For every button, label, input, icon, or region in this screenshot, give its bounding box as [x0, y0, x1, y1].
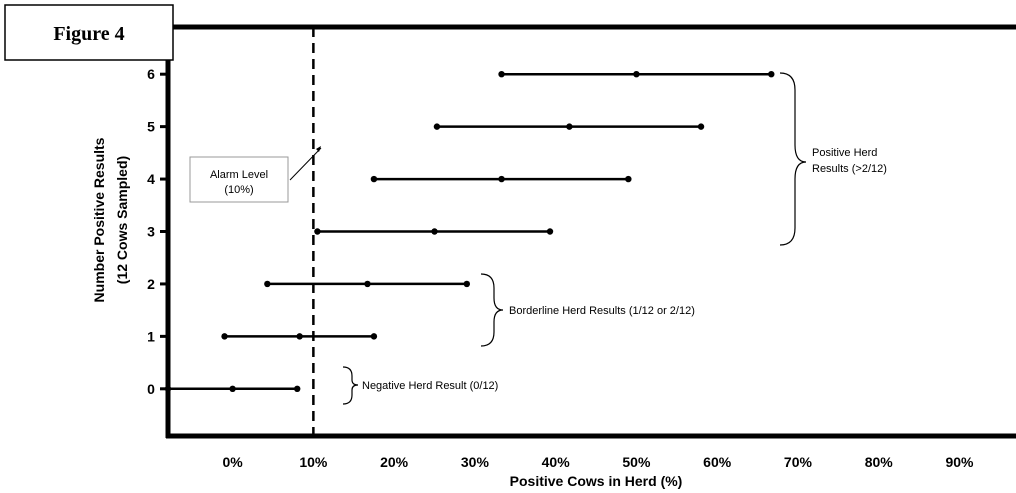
x-tick-label: 10% [299, 454, 328, 470]
x-axis-title: Positive Cows in Herd (%) [510, 473, 683, 489]
interval-estimate-point [498, 175, 505, 183]
interval-series [164, 70, 775, 393]
y-tick-label: 1 [147, 328, 155, 344]
borderline-brace [480, 273, 504, 347]
alarm-label-box [189, 156, 289, 203]
alarm-arrowhead [316, 146, 321, 152]
y-ticks: 0 1 2 3 4 5 6 [147, 66, 168, 397]
positive-brace-label-line1: Positive Herd [812, 147, 877, 159]
interval-high-point [625, 175, 632, 183]
y-axis-title-line2: (12 Cows Sampled) [114, 156, 130, 284]
alarm-label-line2: (10%) [224, 184, 253, 196]
interval-estimate-point [566, 123, 573, 130]
y-tick-label: 6 [147, 66, 155, 82]
positive-brace [779, 72, 807, 246]
y-tick-label: 3 [147, 224, 155, 240]
x-tick-label: 30% [461, 454, 490, 470]
x-tick-label: 50% [622, 454, 651, 470]
interval-high-point [546, 228, 554, 235]
borderline-brace-label: Borderline Herd Results (1/12 or 2/12) [509, 305, 695, 317]
interval-estimate-point [296, 333, 303, 340]
y-tick-label: 2 [147, 276, 155, 292]
y-axis-title-line1: Number Positive Results [91, 137, 107, 302]
interval-high-point [370, 333, 378, 340]
x-tick-label: 80% [865, 454, 894, 470]
positive-brace-label-line2: Results (>2/12) [812, 163, 887, 175]
interval-low-point [498, 70, 505, 78]
interval-high-point [697, 123, 705, 130]
interval-low-point [314, 228, 321, 235]
x-tick-label: 40% [542, 454, 571, 470]
interval-estimate-point [633, 70, 640, 78]
interval-high-point [768, 70, 775, 78]
interval-low-point [433, 123, 441, 130]
figure-label: Figure 4 [53, 23, 124, 45]
interval-estimate-point [364, 280, 371, 288]
x-tick-label: 0% [222, 454, 243, 470]
x-tick-label: 90% [945, 454, 974, 470]
y-tick-label: 4 [147, 171, 155, 187]
x-tick-label: 60% [703, 454, 732, 470]
interval-high-point [463, 280, 471, 288]
y-tick-label: 0 [147, 381, 155, 397]
negative-brace [342, 366, 359, 405]
x-tick-label: 20% [380, 454, 409, 470]
interval-low-point [164, 385, 172, 393]
interval-estimate-point [431, 228, 438, 235]
negative-brace-label: Negative Herd Result (0/12) [362, 380, 498, 392]
x-tick-label: 70% [784, 454, 813, 470]
interval-estimate-point [229, 385, 236, 393]
interval-high-point [294, 385, 301, 393]
interval-low-point [370, 175, 378, 183]
alarm-label-line1: Alarm Level [210, 169, 268, 181]
interval-low-point [264, 280, 271, 288]
interval-low-point [221, 333, 228, 340]
alarm-arrow [289, 147, 322, 181]
x-tick-labels: 0% 10% 20% 30% 40% 50% 60% 70% 80% 90% [222, 454, 974, 470]
y-tick-label: 5 [147, 119, 155, 135]
figure-label-box [4, 4, 174, 61]
